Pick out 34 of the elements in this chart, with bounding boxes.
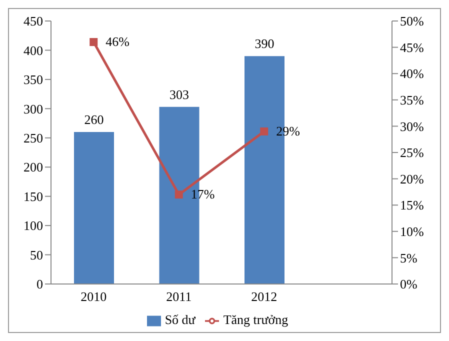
y2-tick-label: 0% <box>400 276 418 292</box>
y-tick-label: 200 <box>24 160 43 175</box>
y-tick-label: 450 <box>24 14 43 29</box>
y2-tick-label: 35% <box>400 92 424 108</box>
y2-tick-label: 15% <box>400 198 424 213</box>
data-label: 390 <box>254 36 274 52</box>
y2-tick-label: 20% <box>400 171 424 186</box>
y2-tick-label: 45% <box>400 40 424 55</box>
legend-label: Tăng trưởng <box>223 312 288 327</box>
y2-tick-label: 40% <box>400 66 424 82</box>
bar <box>74 132 114 284</box>
x-tick-label: 2011 <box>166 289 192 304</box>
y-tick-label: 50 <box>30 247 43 262</box>
point <box>174 190 183 199</box>
y-tick-label: 300 <box>24 101 43 116</box>
y-tick-label: 100 <box>24 218 43 234</box>
y-tick-label: 250 <box>24 130 43 146</box>
x-tick-label: 2012 <box>251 289 278 304</box>
y2-tick-label: 25% <box>400 145 424 160</box>
point <box>90 38 98 46</box>
y-tick-label: 400 <box>24 42 43 58</box>
y2-tick-label: 10% <box>400 224 424 240</box>
x-tick-label: 2010 <box>80 289 107 304</box>
data-label: 46% <box>106 34 130 50</box>
point <box>260 127 268 136</box>
y2-tick-label: 5% <box>400 250 418 266</box>
y-tick-label: 0 <box>36 276 43 292</box>
y2-tick-label: 30% <box>400 118 424 134</box>
data-label: 260 <box>84 112 104 128</box>
legend-label: Số dư <box>164 312 196 327</box>
y2-tick-label: 50% <box>400 14 424 29</box>
y-tick-label: 150 <box>24 188 43 204</box>
y-tick-label: 350 <box>24 72 43 88</box>
data-label: 303 <box>170 86 189 102</box>
